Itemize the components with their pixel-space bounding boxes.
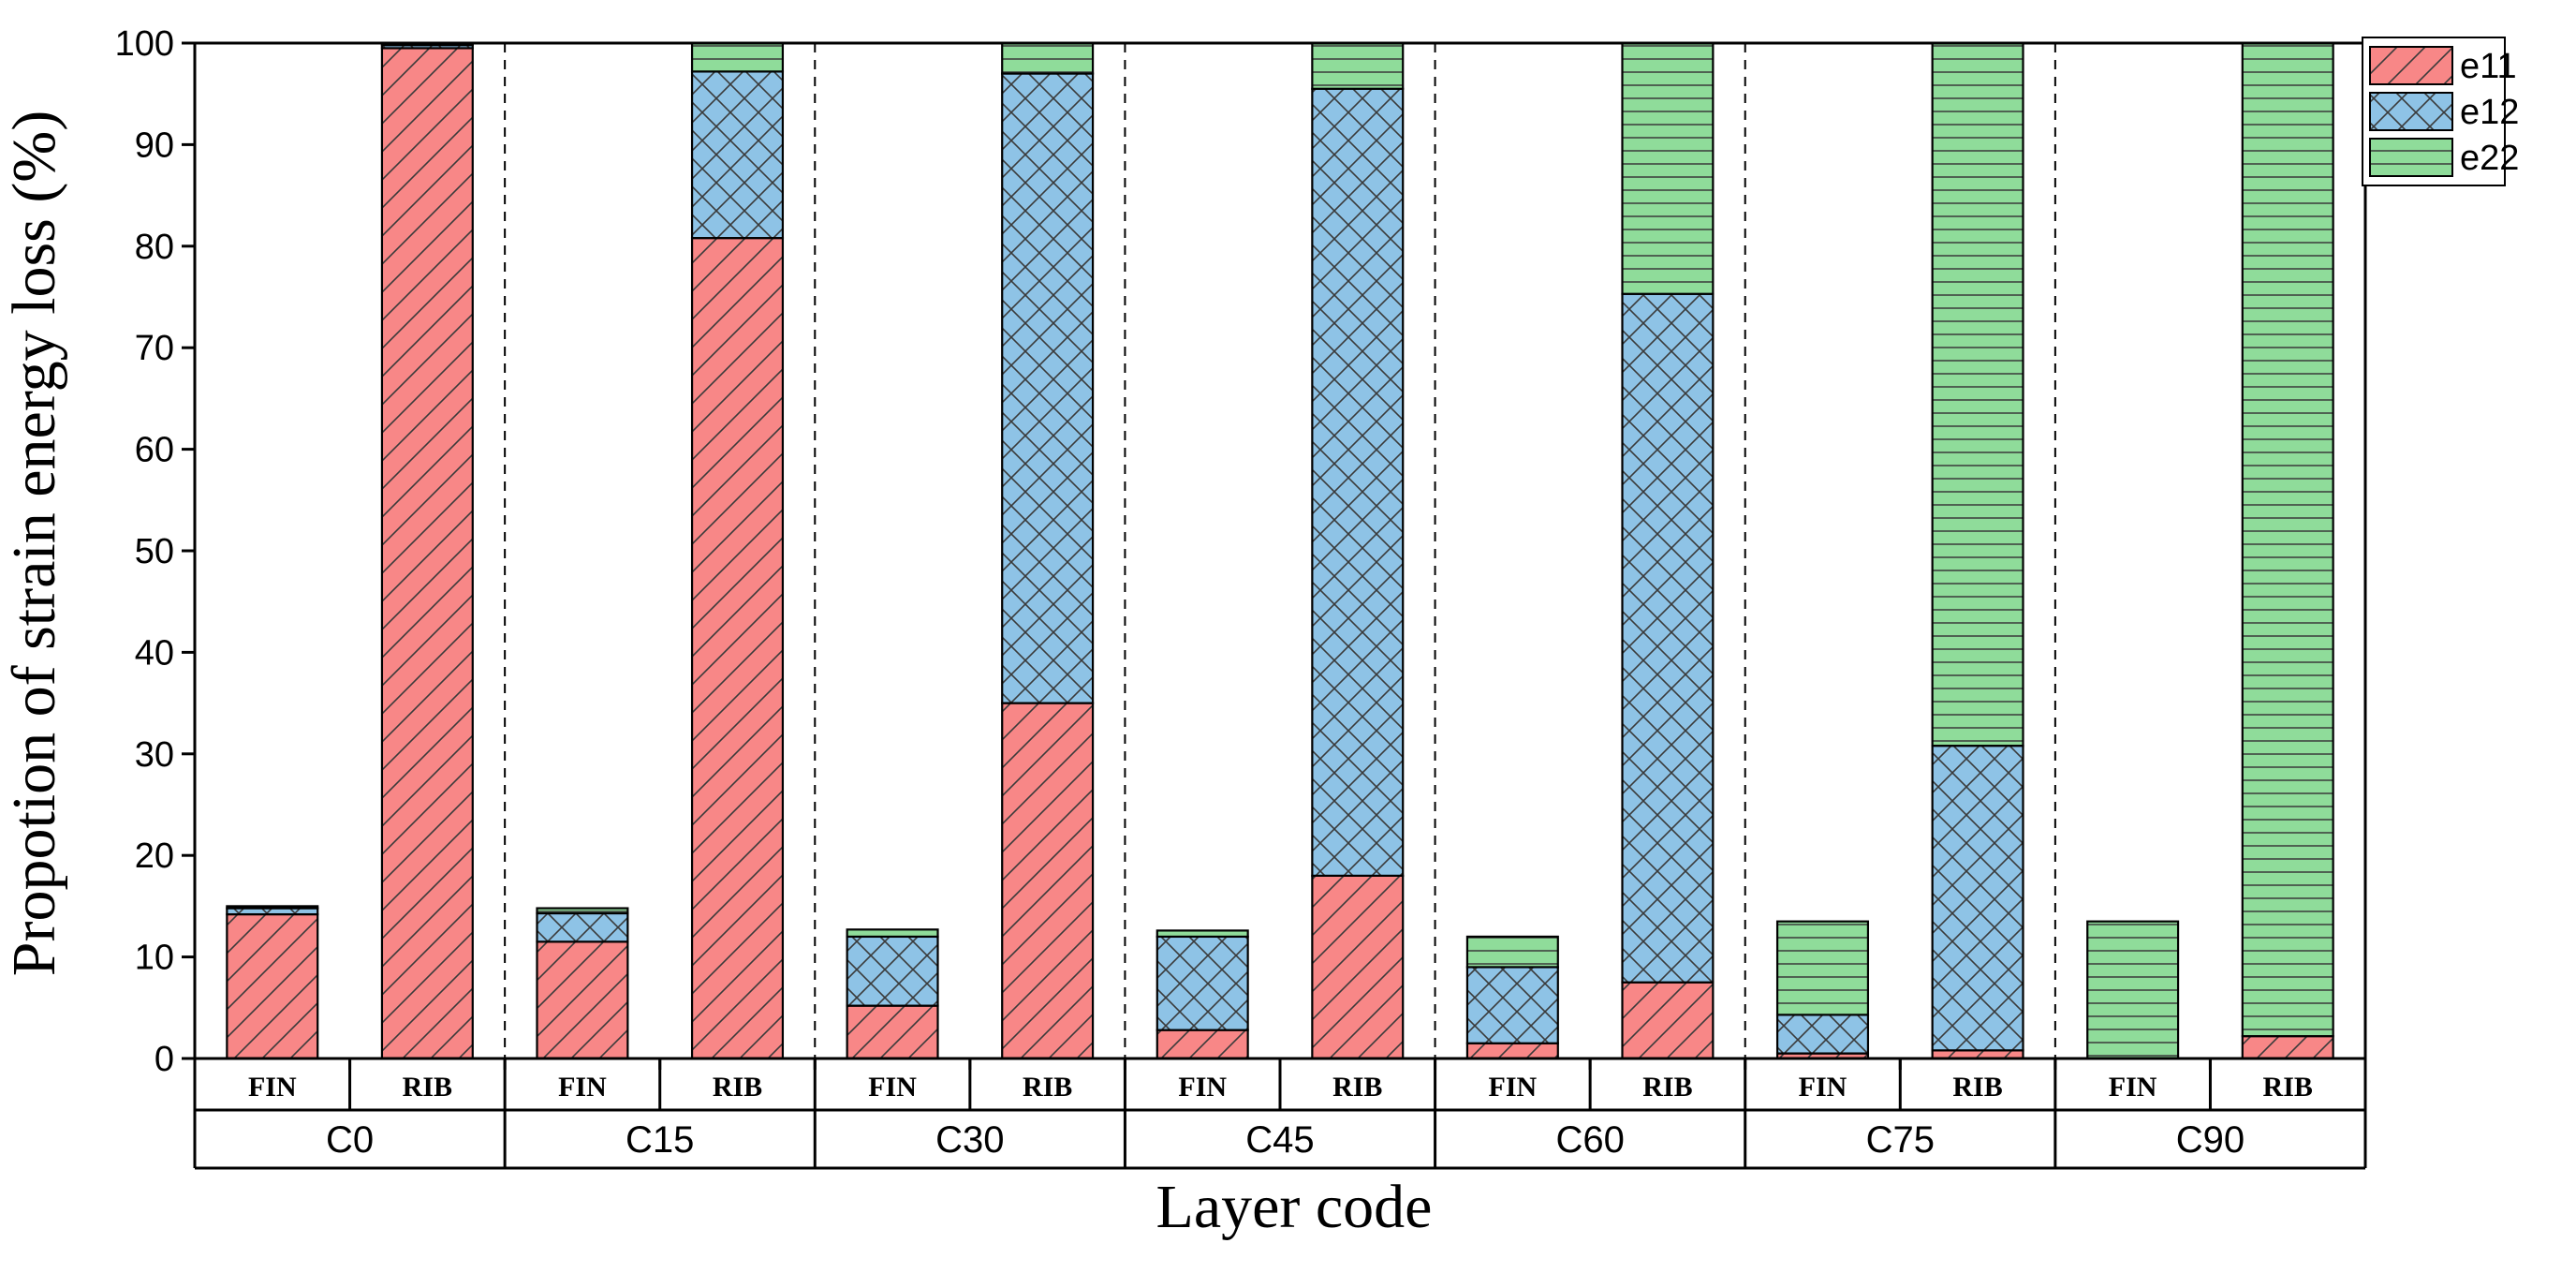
bar-c0-rib-e11	[380, 47, 474, 1060]
group-label-c0: C0	[326, 1119, 374, 1161]
bar-c15-rib-e11	[690, 237, 785, 1060]
legend-swatch-e22	[2369, 138, 2453, 177]
subcategory-label: FIN	[558, 1072, 607, 1103]
group-label-c60: C60	[1555, 1119, 1624, 1161]
y-tick-label: 90	[135, 126, 174, 165]
subcategory-label: RIB	[403, 1072, 452, 1103]
bar-c60-fin-e11	[1465, 1042, 1559, 1060]
group-label-c45: C45	[1245, 1119, 1314, 1161]
y-tick-label: 10	[135, 939, 174, 978]
bar-c30-rib-e12	[1001, 72, 1095, 704]
bar-c30-fin-e22	[846, 928, 939, 939]
bar-c45-fin-e22	[1156, 929, 1249, 939]
bar-c60-rib-e11	[1621, 981, 1715, 1060]
bar-c60-fin-e22	[1465, 935, 1559, 969]
bar-c60-rib-e12	[1621, 292, 1715, 984]
legend-label-e22: e22	[2460, 139, 2519, 178]
legend-swatch-e12	[2369, 92, 2453, 131]
bar-c45-rib-e12	[1311, 87, 1405, 877]
bar-c45-fin-e12	[1156, 935, 1249, 1031]
bar-c90-rib-e11	[2241, 1035, 2334, 1060]
bar-c60-fin-e12	[1465, 966, 1559, 1044]
y-tick-label: 70	[135, 329, 174, 368]
subcategory-label: RIB	[1952, 1072, 2002, 1103]
subcategory-label: FIN	[1489, 1072, 1538, 1103]
plot-border	[193, 41, 2367, 1060]
subcategory-label: FIN	[2109, 1072, 2157, 1103]
subcategory-label: RIB	[1642, 1072, 1692, 1103]
bar-c60-rib-e22	[1621, 41, 1715, 295]
subcategory-label: RIB	[1023, 1072, 1072, 1103]
y-tick-label: 60	[135, 431, 174, 470]
group-label-c90: C90	[2176, 1119, 2245, 1161]
y-tick-label: 0	[155, 1040, 174, 1079]
bar-c90-fin-e22	[2086, 920, 2180, 1060]
legend-label-e12: e12	[2460, 93, 2519, 132]
bar-c30-fin-e12	[846, 935, 939, 1007]
bar-c0-fin-e11	[226, 912, 319, 1060]
y-axis-title: Propotion of strain energy loss (%)	[0, 111, 68, 976]
bar-c15-fin-e12	[536, 911, 629, 943]
subcategory-label: RIB	[2263, 1072, 2313, 1103]
bar-c30-fin-e11	[846, 1004, 939, 1060]
group-label-c30: C30	[935, 1119, 1004, 1161]
bar-c15-rib-e22	[690, 41, 785, 73]
bar-c30-rib-e22	[1001, 41, 1095, 75]
bar-c75-fin-e12	[1775, 1014, 1870, 1055]
x-axis-title: Layer code	[1156, 1173, 1433, 1241]
bar-c0-fin-e22	[226, 905, 319, 910]
group-label-c75: C75	[1866, 1119, 1935, 1161]
bar-c15-rib-e12	[690, 70, 785, 240]
subcategory-label: FIN	[1178, 1072, 1227, 1103]
bar-c15-fin-e22	[536, 907, 629, 915]
y-tick-label: 20	[135, 836, 174, 876]
bar-c45-rib-e22	[1311, 41, 1405, 90]
group-label-c15: C15	[626, 1119, 694, 1161]
bar-c15-fin-e11	[536, 940, 629, 1060]
bar-c90-rib-e22	[2241, 41, 2334, 1038]
y-tick-label: 40	[135, 633, 174, 673]
bar-c45-rib-e11	[1311, 874, 1405, 1060]
axes-layer: 0 10 20 30 40 50 60 70 80 90 100 FIN RIB FIN RIB FIN RIB…	[115, 24, 2367, 1170]
subcategory-label: RIB	[713, 1072, 762, 1103]
subcategory-label: FIN	[248, 1072, 297, 1103]
legend: e11 e12 e22	[2362, 37, 2519, 186]
y-tick-label: 80	[135, 228, 174, 267]
y-tick-label: 50	[135, 532, 174, 571]
subcategory-label: FIN	[1799, 1072, 1847, 1103]
bar-c45-fin-e11	[1156, 1029, 1249, 1060]
subcategory-label: FIN	[868, 1072, 917, 1103]
bar-c75-rib-e12	[1931, 745, 2024, 1052]
legend-label-e11: e11	[2460, 47, 2517, 86]
y-tick-label: 100	[115, 24, 174, 64]
legend-swatch-e11	[2369, 46, 2453, 85]
y-tick-label: 30	[135, 735, 174, 775]
subcategory-label: RIB	[1332, 1072, 1382, 1103]
bars-layer	[226, 41, 2334, 1060]
plot-frame	[193, 41, 2367, 1060]
bar-c75-fin-e22	[1775, 920, 1870, 1016]
bar-c30-rib-e11	[1001, 702, 1095, 1060]
bar-c75-rib-e22	[1931, 41, 2024, 748]
